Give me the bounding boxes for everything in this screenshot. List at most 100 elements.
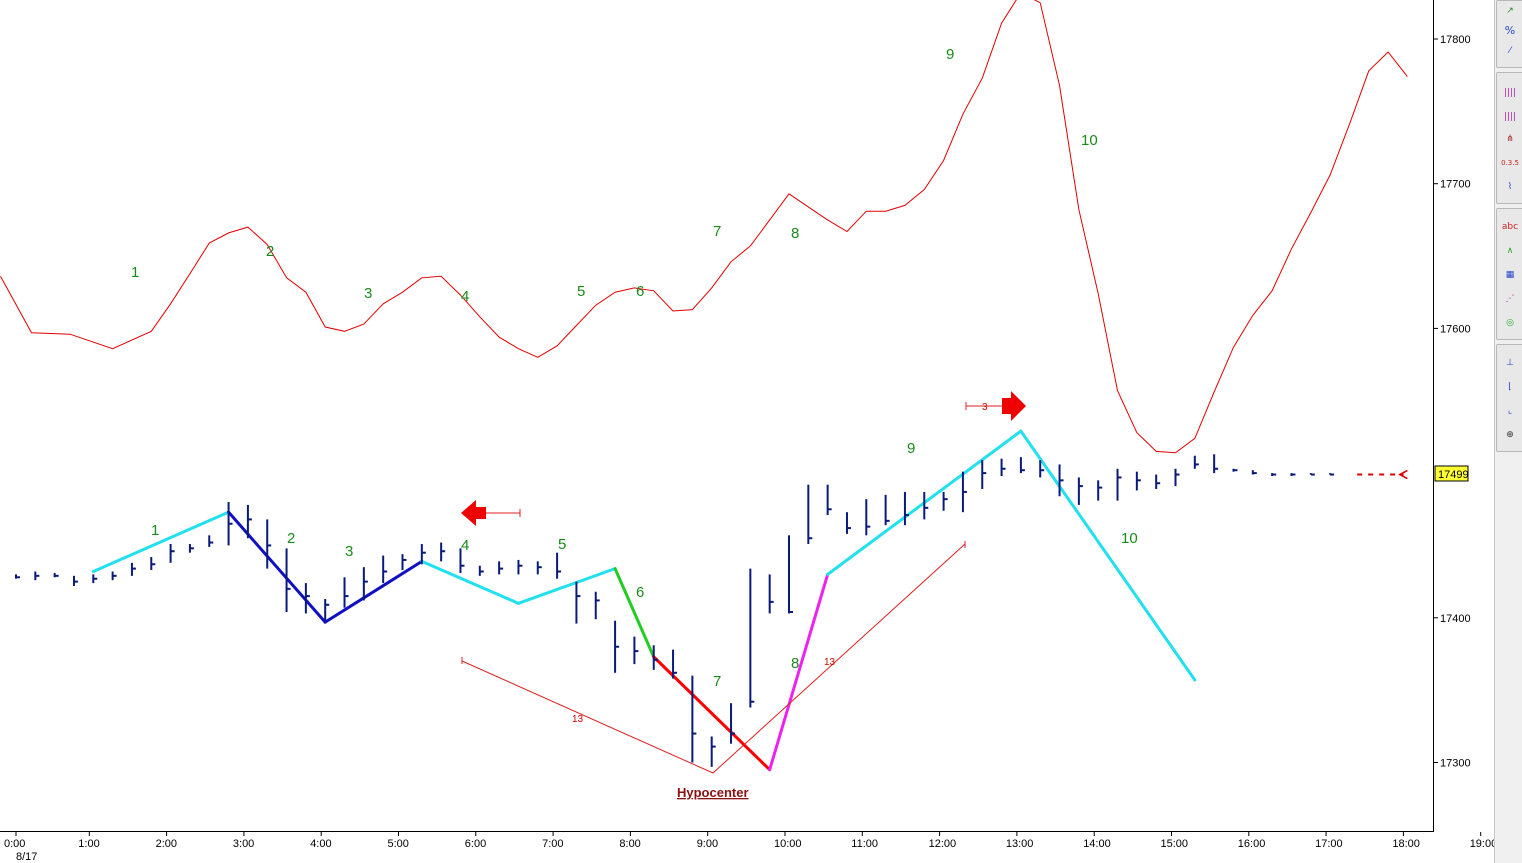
price-bar xyxy=(285,548,291,613)
cycle-lines-layer: 131333 xyxy=(461,391,1026,774)
text-tool-icon[interactable]: abc xyxy=(1501,222,1519,232)
wave-icon[interactable]: ∧ xyxy=(1506,246,1514,256)
time-tick-label: 14:00 xyxy=(1083,838,1111,850)
wave-leg-6 xyxy=(613,567,656,659)
price-bar xyxy=(845,512,851,534)
numbers-icon[interactable]: ⌊ xyxy=(1508,382,1512,392)
price-bar xyxy=(1097,480,1103,501)
price-bar xyxy=(1039,460,1045,478)
price-bar xyxy=(1174,468,1180,487)
wave-leg-1 xyxy=(91,510,231,573)
target-icon[interactable]: ⊕ xyxy=(1506,430,1514,440)
time-tick-label: 17:00 xyxy=(1315,838,1343,850)
ratio-icon[interactable]: 0.3.5 xyxy=(1501,159,1519,167)
price-bar xyxy=(1155,474,1161,490)
time-tick-label: 7:00 xyxy=(542,838,563,850)
price-bar xyxy=(130,562,136,576)
price-bar xyxy=(15,574,20,579)
time-tick-label: 16:00 xyxy=(1238,838,1266,850)
wave-leg-3 xyxy=(323,559,424,624)
price-bar xyxy=(1135,471,1141,491)
price-bar xyxy=(1116,468,1122,501)
price-bar xyxy=(420,544,426,565)
time-tick-label: 8:00 xyxy=(619,838,640,850)
projection-icon[interactable]: ⌇ xyxy=(1507,182,1513,192)
price-bar xyxy=(304,583,310,614)
price-bar xyxy=(343,577,349,608)
wave-leg-10 xyxy=(1019,429,1197,682)
price-bar xyxy=(884,494,890,526)
price-bar xyxy=(324,598,330,621)
time-tick-label: 4:00 xyxy=(310,838,331,850)
price-bar xyxy=(111,571,117,581)
grid-box-icon[interactable]: ▦ xyxy=(1505,270,1515,280)
price-bar xyxy=(788,535,793,614)
line-tool-icon[interactable]: ⁄ xyxy=(1509,46,1511,56)
price-bar xyxy=(672,649,678,679)
price-bar xyxy=(749,568,755,708)
cycle-label-13-right: 13 xyxy=(824,657,836,668)
price-bars-layer xyxy=(15,454,1408,767)
wave-label-upper-9: 9 xyxy=(946,46,954,63)
wave-label-lower-9: 9 xyxy=(907,440,915,457)
spiral-icon[interactable]: ◎ xyxy=(1506,318,1514,328)
wave-label-lower-1: 1 xyxy=(151,522,159,539)
price-bar xyxy=(826,484,832,516)
cycle-lines-2-icon[interactable]: |||| xyxy=(1503,112,1517,122)
price-bar xyxy=(865,499,871,536)
price-bar xyxy=(34,571,40,581)
cycle-label-3-right: 3 xyxy=(982,402,988,413)
price-bar xyxy=(1271,473,1277,476)
price-bar xyxy=(652,645,658,670)
current-price-badge xyxy=(1434,465,1469,482)
cycle-label-13-left: 13 xyxy=(572,714,584,725)
price-bar xyxy=(440,542,446,562)
price-bar xyxy=(227,502,233,546)
price-bar xyxy=(923,491,929,520)
price-bar xyxy=(459,548,465,573)
time-tick-label: 18:00 xyxy=(1392,838,1420,850)
price-bar xyxy=(614,620,620,673)
current-price-label: 17499 xyxy=(1438,469,1469,481)
left-arrow-icon xyxy=(461,500,486,526)
ruler-3-right xyxy=(965,402,1004,410)
price-bar xyxy=(1329,473,1335,476)
percent-icon[interactable]: % xyxy=(1504,24,1516,37)
price-bar xyxy=(730,703,736,744)
wave-label-upper-2: 2 xyxy=(266,243,274,260)
time-tick-label: 10:00 xyxy=(774,838,802,850)
price-bar xyxy=(246,504,252,539)
wave-label-lower-8: 8 xyxy=(791,655,799,672)
wave-label-upper-6: 6 xyxy=(636,283,644,300)
price-bar xyxy=(1193,455,1199,469)
wave-label-upper-7: 7 xyxy=(713,223,721,240)
price-tick-label: 17700 xyxy=(1440,179,1471,191)
time-tick-label: 19:00 xyxy=(1470,838,1494,850)
price-bar xyxy=(1000,458,1006,476)
toolbar-group-2: |||| |||| ⋔ 0.3.5 ⌇ xyxy=(1496,72,1522,204)
fan-icon[interactable]: ⋰ xyxy=(1505,294,1515,304)
trend-icon[interactable]: ↗ xyxy=(1506,6,1514,16)
price-bar xyxy=(401,554,407,571)
wave-label-upper-1: 1 xyxy=(131,264,139,281)
price-bar xyxy=(72,575,78,586)
date-label: 8/17 xyxy=(16,851,37,863)
price-bar xyxy=(536,561,542,575)
price-tick-label: 17600 xyxy=(1440,323,1471,335)
time-tick-label: 0:00 xyxy=(4,838,25,850)
price-bar xyxy=(150,557,156,571)
fib-icon[interactable]: ⋔ xyxy=(1506,134,1514,144)
red-series-line xyxy=(0,0,1408,454)
count-icon[interactable]: ⊥ xyxy=(1506,358,1514,368)
cycle-lines-icon[interactable]: |||| xyxy=(1503,88,1517,98)
wave-label-lower-7: 7 xyxy=(713,673,721,690)
time-tick-label: 2:00 xyxy=(156,838,177,850)
time-tick-label: 5:00 xyxy=(388,838,409,850)
numbers-2-icon[interactable]: ⌞ xyxy=(1507,406,1513,416)
price-bar xyxy=(942,491,948,511)
price-bar xyxy=(981,460,987,490)
time-tick-label: 15:00 xyxy=(1161,838,1189,850)
price-bar xyxy=(691,675,697,763)
